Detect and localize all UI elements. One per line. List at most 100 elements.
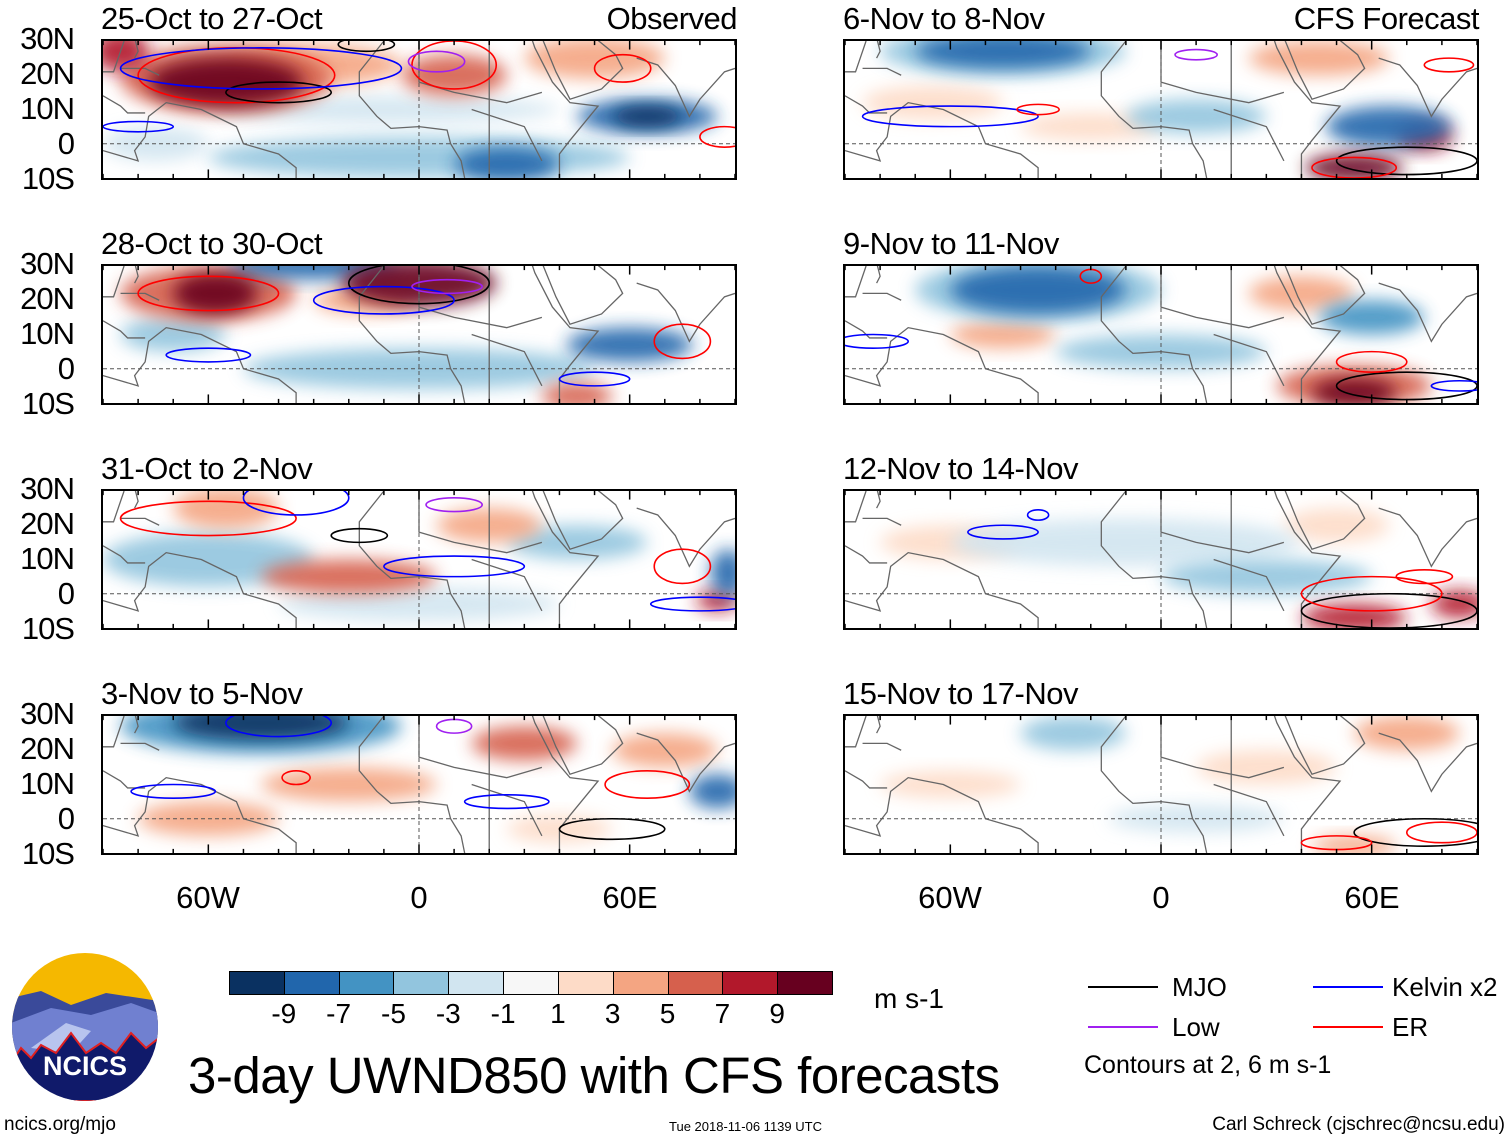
wind-anomaly-blob [710,549,735,598]
wind-anomaly-blob [689,774,735,809]
wind-anomaly-blob [1125,99,1267,134]
coastline [1214,110,1284,161]
colorbar-tick-label: -5 [381,998,406,1029]
wind-anomaly-blob [120,317,226,352]
latitude-label: 10S [21,836,75,871]
wave-contour [1017,104,1059,114]
coastline [531,41,598,178]
wave-contour [863,106,1039,127]
coastline [1379,58,1477,116]
latitude-label: 10N [20,541,75,576]
longitude-label: 60E [1344,880,1400,915]
coastline [845,96,887,113]
contour-note: Contours at 2, 6 m s-1 [1084,1051,1332,1079]
footer-timestamp: Tue 2018-11-06 1139 UTC [669,1119,822,1134]
colorbar-tick-label: 7 [714,998,731,1029]
wind-anomaly-blob [1020,716,1126,751]
wind-anomaly-blob [862,85,1003,120]
panel-title: 28-Oct to 30-Oct [101,226,323,261]
latitude-label: 30N [20,21,75,56]
colorbar-tick-label: -3 [435,998,461,1029]
map-canvas [103,266,735,403]
coastline [863,68,902,75]
legend-line-kelvin [1313,986,1383,988]
wave-contour [103,121,173,131]
coastline [135,41,139,58]
coastline [472,335,542,386]
wave-contour [1028,510,1049,520]
coastline [103,321,145,338]
coastline [1379,283,1477,341]
wave-contour [408,51,464,72]
coastline [1273,491,1340,628]
wind-anomaly-blob [1283,508,1390,543]
coastline [877,266,881,283]
wave-contour [1175,50,1217,60]
panel-title: 31-Oct to 2-Nov [101,451,313,486]
legend-label-mjo: MJO [1172,972,1227,1002]
wave-contour [1312,157,1396,178]
wave-contour [1424,58,1473,72]
coastline [845,553,1038,628]
wave-contour [331,529,387,543]
colorbar-swatch [722,971,779,995]
latitude-label: 10S [21,161,75,196]
longitude-label: 60W [176,880,240,915]
coastline [863,293,902,300]
wind-anomaly-blob [950,320,1056,349]
coastline [419,41,542,103]
colorbar-tick-label: 5 [659,998,676,1029]
coastline [1273,41,1340,178]
wind-anomaly-blob [1248,276,1355,311]
wave-contour [465,795,549,809]
coastline [845,778,1038,853]
coastline [637,283,735,341]
coastline [103,41,124,72]
latitude-label: 20N [20,731,75,766]
wave-contour [437,719,472,733]
coastline [1101,491,1206,628]
coastline [877,41,881,58]
legend-line-mjo [1088,986,1158,988]
colorbar-tick-label: 1 [550,998,566,1029]
wave-contour [131,785,215,799]
coastline [845,716,866,747]
wind-anomaly-blob [1319,300,1425,335]
coastline [542,491,623,549]
map-panel [101,489,737,630]
colorbar-tick-label: -1 [490,998,516,1029]
coastline [103,546,145,563]
latitude-label: 0 [57,801,75,836]
wave-contour [384,556,524,577]
coastline [103,553,296,628]
coastline [1101,266,1206,403]
wave-contour [1301,577,1441,611]
wave-contour [1354,819,1477,846]
coastline [1273,716,1340,853]
coastline [1101,41,1206,178]
coastline [1161,491,1284,553]
legend-line-low [1088,1026,1158,1028]
wind-anomaly-blob [1248,41,1390,76]
longitude-label: 60W [918,880,982,915]
latitude-label: 10N [20,91,75,126]
coastline [877,716,881,733]
wind-anomaly-blob [880,770,1021,799]
coastline [863,743,902,750]
coastline [1161,266,1284,328]
wave-contour [968,525,1038,539]
coastline [103,716,124,747]
latitude-label: 10S [21,386,75,421]
ncics-logo: NCICS [11,953,159,1101]
wind-anomaly-blob [173,272,258,314]
wave-contour [845,335,908,349]
colorbar-units: m s-1 [874,983,944,1014]
coastline [637,508,735,566]
coastline [135,716,139,733]
colorbar-swatch [667,971,724,995]
wave-contour [338,41,394,51]
coastline [419,266,542,328]
wind-anomaly-blob [261,767,437,802]
legend-label-low: Low [1172,1012,1220,1042]
legend-label-er: ER [1392,1012,1429,1042]
